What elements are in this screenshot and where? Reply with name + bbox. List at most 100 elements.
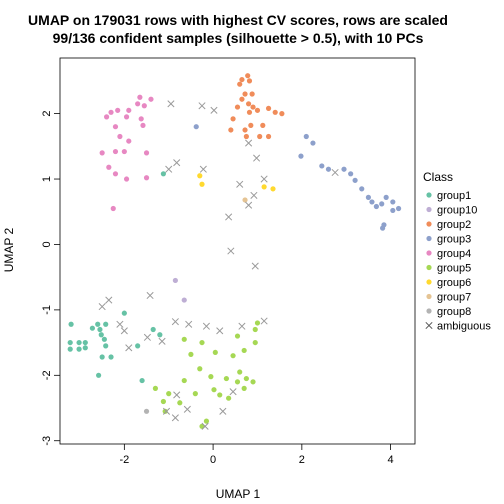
point-group4: [115, 107, 121, 113]
point-group4: [99, 150, 105, 156]
point-group3: [193, 124, 199, 130]
point-group3: [319, 163, 325, 169]
point-group8: [143, 408, 150, 414]
point-ambiguous: [253, 154, 261, 162]
point-group5: [162, 408, 168, 414]
point-group3: [365, 194, 372, 200]
point-group5: [234, 333, 241, 339]
point-group5: [211, 387, 217, 393]
point-group4: [135, 101, 141, 107]
point-ambiguous: [236, 180, 244, 188]
point-group2: [239, 76, 245, 83]
legend-label-ambiguous: ambiguous: [437, 321, 491, 333]
point-ambiguous: [210, 106, 218, 114]
point-group2: [272, 109, 278, 115]
legend-label-group3: group3: [437, 234, 471, 246]
point-ambiguous: [201, 422, 209, 430]
plot-panel: [59, 57, 416, 445]
point-ambiguous: [260, 317, 268, 325]
point-group7: [242, 197, 248, 203]
legend-label-group8: group8: [437, 306, 471, 318]
point-ambiguous: [105, 296, 113, 304]
point-group5: [250, 379, 256, 385]
point-group1: [103, 321, 109, 327]
point-group1: [99, 354, 105, 360]
point-group2: [260, 122, 266, 128]
chart-title-line-2: 99/136 confident samples (silhouette > 0…: [53, 30, 424, 46]
point-group5: [208, 374, 214, 380]
point-group2: [228, 127, 234, 133]
x-tick-label: 2: [299, 454, 305, 466]
point-ambiguous: [245, 139, 253, 147]
legend-marker-group4: [426, 250, 432, 256]
legend-marker-group2: [426, 221, 432, 227]
legend-marker-group6: [426, 279, 432, 285]
point-group4: [110, 205, 116, 212]
point-group5: [241, 385, 247, 391]
point-ambiguous: [158, 337, 166, 345]
point-group1: [67, 339, 73, 346]
point-ambiguous: [251, 262, 259, 270]
legend-marker-group5: [426, 264, 432, 271]
point-group3: [341, 166, 347, 172]
point-group3: [379, 201, 385, 207]
point-group3: [390, 199, 396, 205]
point-group5: [254, 320, 261, 326]
point-group4: [117, 133, 123, 140]
legend-label-group4: group4: [437, 248, 471, 260]
point-group4: [112, 148, 119, 155]
point-group5: [226, 395, 232, 401]
point-group1: [82, 345, 88, 351]
point-group2: [246, 78, 253, 84]
point-ambiguous: [219, 407, 227, 415]
point-ambiguous: [171, 414, 179, 422]
point-group6: [270, 186, 276, 192]
point-group3: [373, 203, 379, 210]
legend-label-group1: group1: [437, 190, 471, 202]
legend-label-group10: group10: [437, 205, 477, 217]
point-group2: [230, 116, 236, 122]
point-group5: [152, 385, 159, 391]
point-group1: [150, 326, 156, 333]
point-group1: [76, 339, 82, 346]
point-group3: [303, 133, 309, 140]
point-ambiguous: [250, 191, 258, 199]
y-tick-label: -2: [41, 370, 53, 380]
point-ambiguous: [183, 405, 191, 413]
point-group3: [380, 225, 386, 231]
point-group5: [166, 391, 172, 397]
point-group5: [223, 375, 230, 382]
point-group5: [243, 375, 249, 382]
point-group10: [181, 297, 187, 303]
point-ambiguous: [125, 344, 133, 352]
point-group4: [121, 148, 127, 155]
point-group5: [192, 391, 198, 397]
point-group2: [243, 133, 249, 140]
point-group1: [68, 321, 74, 327]
point-group1: [160, 171, 166, 177]
legend: Class group1 group10 group2 group3 group4 gro…: [423, 170, 491, 333]
chart-title-line-1: UMAP on 179031 rows with highest CV scor…: [28, 12, 448, 28]
point-group2: [246, 109, 253, 115]
point-group1: [135, 343, 141, 349]
point-group2: [245, 101, 252, 107]
legend-marker-group7: [426, 293, 432, 300]
point-group2: [237, 81, 243, 87]
point-group3: [352, 177, 358, 183]
point-group3: [395, 205, 402, 212]
point-group5: [252, 326, 258, 333]
y-tick-label: 0: [41, 241, 53, 247]
point-group4: [138, 116, 144, 122]
point-group1: [101, 336, 107, 342]
point-group5: [199, 339, 205, 346]
point-group1: [89, 325, 95, 331]
point-group2: [234, 104, 241, 110]
x-tick-label: 4: [388, 454, 394, 466]
point-ambiguous: [120, 327, 128, 335]
point-group5: [234, 379, 241, 385]
legend-marker-group3: [426, 235, 432, 242]
point-group5: [241, 347, 247, 354]
point-ambiguous: [260, 175, 268, 183]
point-group2: [250, 104, 256, 110]
point-ambiguous: [238, 322, 246, 330]
